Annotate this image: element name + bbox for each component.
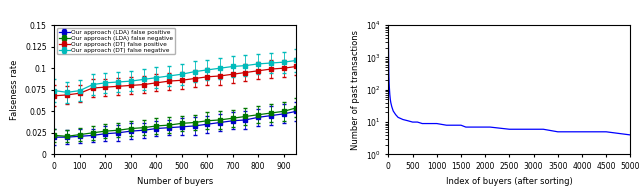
Y-axis label: Falseness rate: Falseness rate [10, 60, 19, 120]
X-axis label: Number of buyers: Number of buyers [138, 177, 214, 186]
Legend: Our approach (LDA) false positive, Our approach (LDA) false negative, Our approa: Our approach (LDA) false positive, Our a… [58, 28, 175, 54]
Y-axis label: Number of past transactions: Number of past transactions [351, 30, 360, 150]
X-axis label: Index of buyers (after sorting): Index of buyers (after sorting) [446, 177, 573, 186]
